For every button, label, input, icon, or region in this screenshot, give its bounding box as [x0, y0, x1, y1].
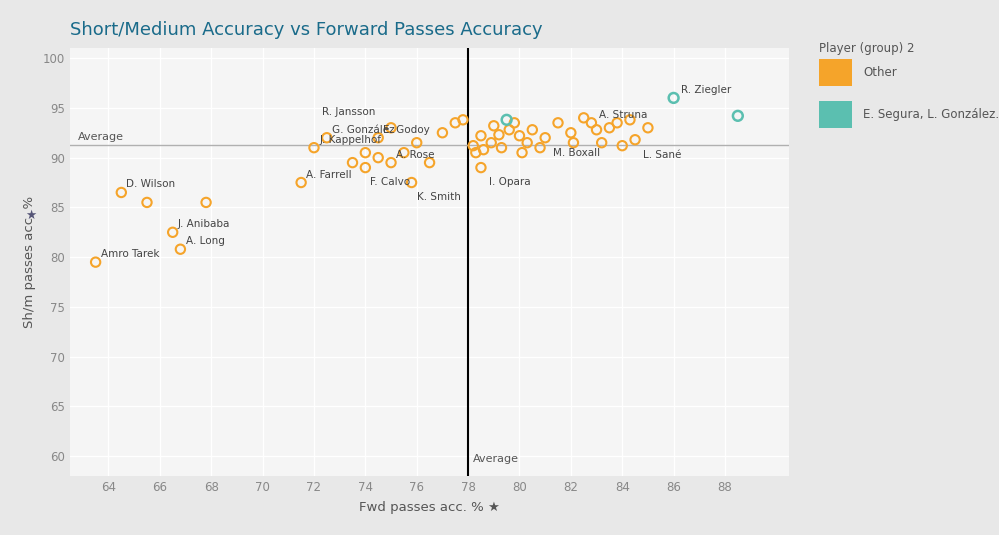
Point — [506, 119, 522, 127]
Point — [396, 148, 412, 157]
Text: J. Anibaba: J. Anibaba — [178, 219, 230, 230]
Text: Average: Average — [78, 132, 124, 142]
Point — [409, 139, 425, 147]
Point — [383, 124, 399, 132]
Text: Other: Other — [863, 66, 897, 79]
Point — [345, 158, 361, 167]
Point — [565, 139, 581, 147]
Point — [371, 133, 387, 142]
Point — [614, 141, 630, 150]
Point — [165, 228, 181, 236]
Bar — [819, 59, 852, 86]
Point — [575, 113, 591, 122]
Point — [476, 146, 492, 154]
Point — [422, 158, 438, 167]
Point — [466, 141, 482, 150]
Text: M. Boxall: M. Boxall — [552, 148, 600, 158]
Point — [640, 124, 656, 132]
Point — [404, 178, 420, 187]
Point — [537, 133, 553, 142]
Point — [730, 112, 746, 120]
Point — [113, 188, 129, 197]
Text: F. Calvo: F. Calvo — [371, 178, 411, 187]
Text: D. Wilson: D. Wilson — [127, 179, 176, 189]
Point — [519, 139, 535, 147]
Point — [468, 148, 484, 157]
Point — [588, 126, 604, 134]
Point — [665, 94, 681, 102]
Text: Amro Tarek: Amro Tarek — [101, 249, 159, 259]
Text: A. Struna: A. Struna — [599, 110, 647, 120]
Point — [88, 258, 104, 266]
Point — [550, 119, 566, 127]
Point — [627, 135, 643, 144]
Text: L. Sané: L. Sané — [642, 150, 681, 159]
Text: ★: ★ — [25, 209, 36, 221]
X-axis label: Fwd passes acc. % ★: Fwd passes acc. % ★ — [359, 501, 500, 514]
Text: A. Farrell: A. Farrell — [307, 170, 352, 180]
Text: A. Long: A. Long — [186, 236, 225, 246]
Text: Player (group) 2: Player (group) 2 — [819, 42, 914, 55]
Text: R. Ziegler: R. Ziegler — [681, 85, 731, 95]
Point — [383, 158, 399, 167]
Point — [306, 143, 322, 152]
Point — [358, 148, 374, 157]
Point — [499, 116, 514, 124]
Point — [562, 128, 578, 137]
Point — [448, 119, 464, 127]
Point — [473, 163, 489, 172]
Point — [455, 116, 471, 124]
Point — [139, 198, 155, 207]
Point — [484, 139, 500, 147]
Text: A. Rose: A. Rose — [397, 150, 435, 159]
Text: K. Smith: K. Smith — [417, 193, 461, 202]
Point — [494, 143, 509, 152]
Point — [511, 132, 527, 140]
Point — [435, 128, 451, 137]
Point — [601, 124, 617, 132]
Text: I. Opara: I. Opara — [489, 178, 530, 187]
Text: E. Segura, L. González..: E. Segura, L. González.. — [863, 108, 999, 120]
Point — [173, 245, 189, 254]
Point — [524, 126, 540, 134]
Text: J. Kappelhof: J. Kappelhof — [319, 135, 381, 144]
Point — [532, 143, 548, 152]
Point — [371, 154, 387, 162]
Point — [593, 139, 609, 147]
Point — [583, 119, 599, 127]
Point — [514, 148, 530, 157]
Text: Short/Medium Accuracy vs Forward Passes Accuracy: Short/Medium Accuracy vs Forward Passes … — [70, 21, 542, 40]
Point — [473, 132, 489, 140]
Point — [622, 116, 638, 124]
Point — [486, 121, 501, 130]
Text: Average: Average — [474, 454, 519, 464]
Point — [293, 178, 309, 187]
Text: R. Jansson: R. Jansson — [322, 107, 375, 117]
Point — [198, 198, 214, 207]
Point — [501, 126, 517, 134]
Text: G. González: G. González — [332, 125, 395, 135]
Point — [609, 119, 625, 127]
Y-axis label: Sh/m passes acc. %: Sh/m passes acc. % — [23, 196, 36, 328]
Point — [358, 163, 374, 172]
Bar — [819, 101, 852, 128]
Point — [319, 133, 335, 142]
Point — [491, 131, 506, 139]
Text: E. Godoy: E. Godoy — [384, 125, 431, 135]
